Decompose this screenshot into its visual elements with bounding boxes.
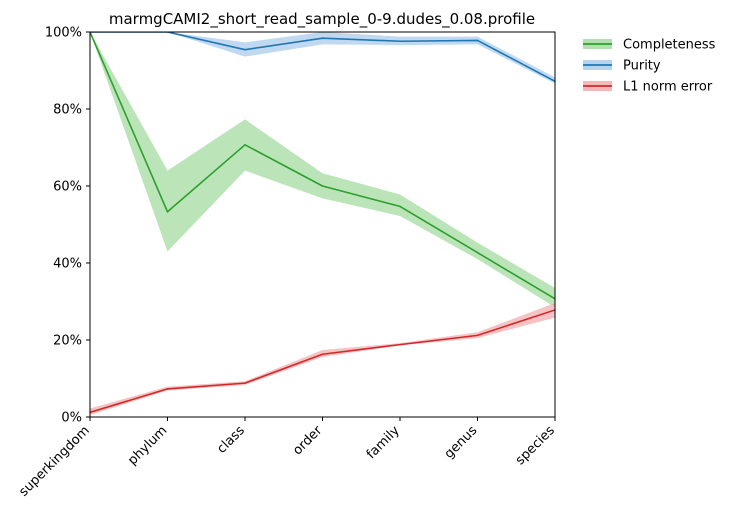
series-band-completeness — [90, 32, 555, 308]
legend-item-completeness: Completeness — [583, 38, 716, 53]
data-point-l1-norm-error-order — [321, 353, 324, 356]
y-tick-label: 80% — [53, 103, 82, 118]
data-point-l1-norm-error-genus — [476, 334, 479, 337]
data-point-completeness-family — [399, 205, 401, 208]
data-point-l1-norm-error-phylum — [166, 388, 169, 390]
y-tick-label: 60% — [53, 180, 82, 195]
series-band-purity — [90, 32, 555, 84]
y-tick-label: 20% — [53, 334, 82, 349]
y-tick-label: 100% — [45, 26, 82, 41]
data-point-purity-class — [244, 48, 246, 51]
legend-item-l1-norm-error: L1 norm error — [583, 80, 713, 95]
data-point-purity-family — [399, 40, 401, 43]
legend-label-purity: Purity — [623, 59, 661, 74]
legend-item-purity: Purity — [583, 59, 661, 74]
data-point-completeness-order — [321, 185, 324, 187]
data-point-completeness-class — [244, 144, 246, 146]
data-point-purity-order — [321, 37, 324, 39]
legend-label-completeness: Completeness — [623, 38, 716, 53]
plot-series-group — [90, 32, 555, 416]
chart-title: marmgCAMI2_short_read_sample_0-9.dudes_0… — [109, 10, 535, 29]
y-tick-label: 0% — [61, 411, 82, 426]
series-band-l1-norm-error — [90, 303, 555, 416]
data-point-purity-genus — [476, 39, 479, 42]
data-point-completeness-phylum — [166, 210, 169, 213]
legend-label-l1-norm-error: L1 norm error — [623, 80, 713, 95]
y-tick-label: 40% — [53, 257, 82, 272]
legend: Completeness Purity L1 norm error — [583, 38, 716, 95]
plot-area — [90, 32, 555, 416]
data-point-completeness-genus — [476, 251, 479, 254]
data-point-l1-norm-error-family — [399, 343, 401, 346]
data-point-l1-norm-error-class — [244, 382, 246, 384]
